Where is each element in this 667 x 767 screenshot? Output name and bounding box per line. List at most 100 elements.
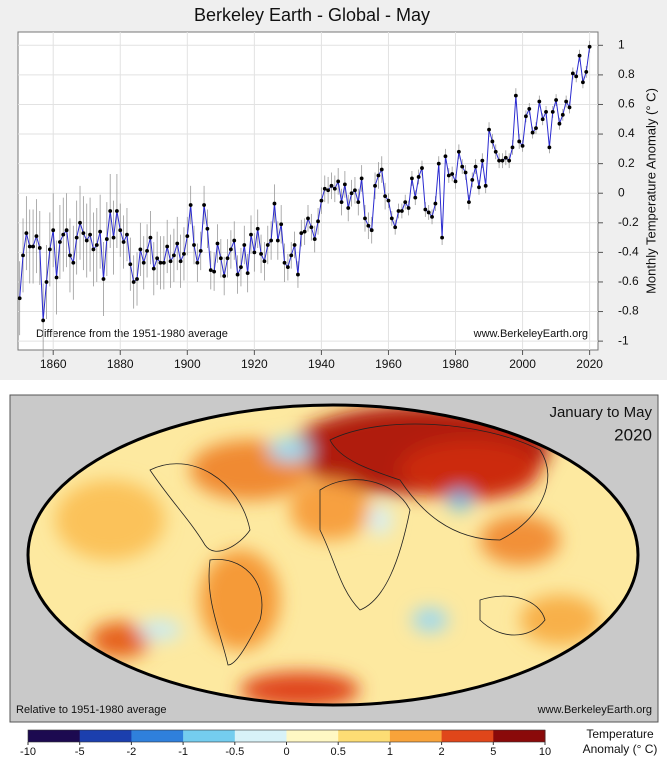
- plot-area: [17, 31, 599, 351]
- data-point: [185, 234, 190, 239]
- data-point: [202, 203, 206, 207]
- data-point: [24, 231, 29, 236]
- data-point: [403, 200, 408, 204]
- data-point: [440, 235, 445, 240]
- y-tick-label: -0.2: [618, 215, 639, 229]
- data-point: [520, 143, 525, 148]
- data-point: [289, 253, 294, 258]
- data-point: [570, 71, 575, 76]
- annotation: www.BerkeleyEarth.org: [473, 328, 588, 340]
- data-point: [544, 109, 548, 114]
- data-point: [373, 183, 377, 188]
- data-point: [195, 260, 200, 265]
- colorbar-tick-label: 5: [490, 746, 496, 758]
- data-point: [259, 251, 263, 256]
- data-point: [517, 139, 522, 144]
- data-point: [420, 166, 424, 170]
- data-point: [534, 126, 538, 131]
- colorbar-label: Anomaly (° C): [583, 742, 658, 756]
- data-point: [359, 176, 364, 181]
- data-point: [17, 296, 22, 301]
- data-point: [155, 256, 160, 261]
- x-tick-label: 2000: [509, 357, 536, 371]
- data-point: [497, 158, 501, 163]
- data-point: [91, 247, 96, 252]
- data-point: [285, 265, 290, 270]
- x-tick-label: 1940: [308, 357, 335, 371]
- annotation: www.BerkeleyEarth.org: [537, 704, 652, 716]
- data-point: [138, 247, 143, 252]
- data-point: [446, 173, 451, 178]
- data-point: [413, 195, 418, 200]
- data-point: [554, 98, 558, 102]
- colorbar-segment: [79, 730, 132, 742]
- data-point: [363, 216, 367, 221]
- data-point: [88, 232, 92, 237]
- data-point: [460, 164, 465, 169]
- data-point: [158, 260, 163, 265]
- data-point: [453, 179, 458, 184]
- data-point: [208, 268, 213, 273]
- data-point: [433, 201, 438, 206]
- data-point: [467, 200, 471, 204]
- data-point: [188, 203, 193, 207]
- data-point: [356, 200, 361, 204]
- annotation: Difference from the 1951-1980 average: [36, 328, 228, 340]
- data-point: [550, 109, 555, 114]
- data-point: [292, 243, 297, 247]
- data-point: [239, 265, 243, 270]
- data-point: [326, 188, 331, 193]
- data-point: [483, 183, 488, 188]
- data-point: [406, 206, 411, 210]
- y-axis-label: Monthly Temperature Anomaly (° C): [643, 88, 658, 294]
- data-point: [423, 207, 428, 212]
- data-point: [84, 238, 89, 243]
- data-point: [178, 259, 183, 264]
- y-tick-label: -0.8: [618, 304, 639, 318]
- data-point: [500, 158, 505, 163]
- colorbar-tick-label: 1: [387, 746, 393, 758]
- data-point: [47, 247, 52, 252]
- data-point: [376, 173, 381, 178]
- colorbar-tick-label: 0.5: [331, 746, 346, 758]
- data-point: [296, 272, 300, 277]
- data-point: [205, 226, 210, 231]
- data-point: [148, 235, 153, 240]
- data-point: [567, 105, 572, 110]
- annotation: Relative to 1951-1980 average: [16, 704, 166, 716]
- data-point: [118, 228, 123, 233]
- data-point: [319, 198, 324, 203]
- colorbar-tick-label: -10: [20, 746, 36, 758]
- x-tick-label: 1960: [375, 357, 402, 371]
- data-point: [426, 210, 431, 215]
- colorbar-tick-label: -0.5: [225, 746, 244, 758]
- data-point: [21, 253, 25, 258]
- data-point: [245, 271, 250, 275]
- colorbar-segment: [389, 730, 443, 742]
- data-point: [249, 232, 253, 237]
- data-point: [540, 117, 545, 122]
- data-point: [306, 216, 310, 221]
- data-point: [171, 253, 176, 258]
- data-point: [493, 149, 498, 154]
- data-point: [564, 99, 569, 104]
- data-point: [513, 93, 518, 98]
- data-point: [503, 155, 508, 160]
- data-point: [161, 260, 166, 265]
- colorbar-segment: [441, 730, 494, 742]
- y-tick-label: 0: [618, 185, 625, 199]
- y-tick-label: 1: [618, 37, 625, 51]
- y-tick-label: 0.2: [618, 156, 635, 170]
- data-point: [262, 259, 267, 264]
- data-point: [339, 200, 344, 204]
- colorbar-tick-label: -2: [127, 746, 137, 758]
- data-point: [272, 201, 277, 206]
- data-point: [78, 220, 82, 225]
- data-point: [58, 240, 62, 244]
- data-point: [584, 70, 589, 74]
- data-point: [64, 228, 69, 233]
- colorbar-segment: [338, 730, 391, 742]
- data-point: [416, 175, 421, 179]
- data-point: [135, 277, 139, 281]
